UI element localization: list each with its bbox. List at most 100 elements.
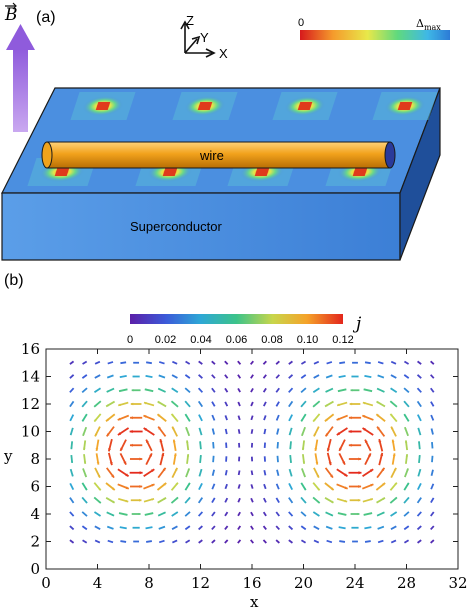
vector-arrow [302,454,306,464]
vector-arrow [262,511,267,517]
vector-arrow [197,400,204,408]
vector-arrow [403,496,410,504]
vector-arrow [390,539,397,544]
vector-arrow [93,387,102,394]
vector-arrow [326,361,333,365]
vector-arrow [106,511,115,517]
x-axis-label: x [250,593,259,610]
vector-arrow [157,426,167,437]
vector-arrow [159,452,165,466]
vector-arrow [107,438,113,452]
vector-arrow [289,441,292,450]
x-tick-label: 28 [397,574,416,592]
vector-arrow [83,454,87,464]
vector-arrow [171,374,178,379]
vector-arrow [364,526,372,530]
x-tick-label: 16 [242,574,261,592]
vector-arrow [212,455,215,463]
vector-arrow [350,389,360,392]
vector-arrow [69,360,75,365]
vector-arrow [417,482,422,491]
vector-arrow [130,416,143,420]
vector-arrow [389,496,398,504]
y-tick-label: 8 [30,450,40,468]
vector-arrow [105,413,116,422]
vector-arrow [363,512,373,516]
panel-a: (a) B Z Y X 0 Δmax w [1,2,450,261]
vector-arrow [185,468,191,478]
vector-arrow [430,511,435,517]
vector-arrow [263,428,267,435]
vector-arrow [170,400,179,408]
vector-arrow [146,540,152,543]
vector-arrow [417,427,422,436]
vector-arrow [377,374,385,379]
vector-arrow [362,414,374,421]
vector-arrow [338,439,346,452]
vector-arrow [362,497,374,503]
vector-arrow [300,482,307,491]
vector-arrow [288,497,294,504]
vector-arrow [185,426,191,437]
vector-arrow [237,374,242,379]
vector-arrow [145,374,153,379]
vector-arrow [185,360,191,365]
vector-arrow [276,441,279,449]
x-tick-label: 12 [191,574,210,592]
vector-arrow [338,526,346,530]
vector-arrow [349,498,361,502]
vector-arrow [250,525,254,530]
vector-arrow [300,525,307,531]
vector-arrow [250,442,254,448]
vector-arrow [145,526,153,530]
vector-arrow [430,469,434,476]
vector-arrow [106,467,115,479]
vector-arrow [237,360,242,365]
vector-arrow [69,414,75,422]
vector-arrow [237,470,241,476]
vector-arrow [93,400,102,408]
vector-arrow [288,539,293,544]
vector-arrow [325,511,334,517]
vector-arrow [363,388,373,393]
vector-arrow [81,400,88,408]
vector-arrow [250,387,254,393]
vector-arrow [389,413,398,423]
vector-arrow [430,374,435,379]
vector-arrow [118,388,128,393]
vector-arrow [391,439,396,452]
vector-arrow [120,540,127,543]
vector-arrow [224,387,229,393]
vector-arrow [158,525,166,530]
vector-arrow [82,426,88,437]
y-tick-label: 16 [21,340,40,358]
vector-arrow [324,467,334,479]
vector-arrow [262,387,267,393]
vector-arrow [211,469,216,476]
vector-arrow [430,360,435,365]
vector-arrow [117,414,130,421]
vector-arrow [224,483,228,490]
vector-arrow [93,482,102,491]
vector-arrow [326,452,332,466]
vector-arrow [185,539,191,544]
vector-arrow [199,441,202,450]
vector-arrow [171,387,179,394]
vector-arrow [144,512,154,516]
vector-arrow [288,360,293,365]
vector-arrow [224,374,229,379]
x-tick-label: 0 [41,574,51,592]
vector-arrow [376,426,386,437]
vector-arrow [237,511,241,517]
panel-b: (b) 0 0.02 0.04 0.06 0.08 0.10 0.12 j 0 4 8 12 16 2… [3,272,468,610]
vector-arrow [105,497,116,504]
vector-arrow [325,387,334,393]
vector-arrow [69,511,75,517]
vector-arrow [224,497,229,503]
vector-arrow [262,525,267,531]
vector-arrow [250,539,254,544]
vector-arrow [171,525,178,531]
vector-arrow [94,374,101,379]
vector-arrow [403,400,410,408]
vector-arrow [133,361,140,364]
